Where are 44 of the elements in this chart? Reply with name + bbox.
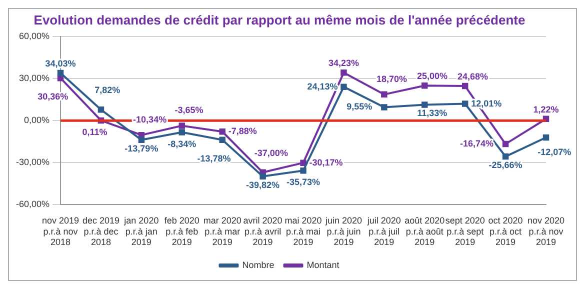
data-label: 1,22% bbox=[533, 104, 559, 114]
x-tick-label: sept 2020 p.r.à sept 2019 bbox=[445, 215, 485, 248]
y-tick-label: 30,00% bbox=[18, 73, 50, 84]
data-label: -37,00% bbox=[254, 148, 288, 158]
x-tick-label: nov 2019 p.r.à nov 2018 bbox=[42, 215, 80, 248]
data-label: 9,55% bbox=[346, 102, 372, 112]
y-tick-label: 0,00% bbox=[24, 115, 50, 126]
x-tick-label: mai 2020 p.r.à mai 2019 bbox=[284, 215, 322, 248]
x-tick-label: août 2020 p.r.à août 2019 bbox=[404, 215, 445, 248]
data-label: -12,07% bbox=[538, 146, 572, 157]
x-tick-label: mar 2020 p.r.à mar 2019 bbox=[203, 215, 242, 248]
data-label: -30,17% bbox=[309, 157, 343, 168]
data-label: 34,23% bbox=[328, 58, 359, 68]
data-label: -13,78% bbox=[197, 153, 231, 164]
data-label: -7,88% bbox=[228, 126, 257, 136]
data-label: -8,34% bbox=[168, 138, 196, 149]
data-label: -3,65% bbox=[174, 105, 204, 116]
data-label: -39,82% bbox=[246, 180, 280, 190]
data-label: -35,73% bbox=[286, 177, 320, 188]
data-label: 30,36% bbox=[38, 92, 68, 102]
data-label: 7,82% bbox=[94, 85, 120, 96]
data-label: -13,79% bbox=[124, 143, 158, 154]
y-tick-label: -60,00% bbox=[16, 199, 50, 210]
x-tick-label: jan 2020 p.r.à jan 2019 bbox=[123, 215, 159, 248]
data-label: 11,33% bbox=[417, 108, 448, 118]
x-tick-label: avril 2020 p.r.à avril 2019 bbox=[243, 215, 282, 248]
legend-label: Nombre bbox=[242, 260, 274, 270]
legend-label: Montant bbox=[306, 260, 340, 270]
chart-title: Evolution demandes de crédit par rapport au même mois de l'année précédente bbox=[34, 12, 526, 28]
data-label: 24,68% bbox=[457, 72, 488, 82]
x-tick-label: juil 2020 p.r.à juil 2019 bbox=[366, 215, 401, 248]
data-label: -25,66% bbox=[488, 160, 522, 170]
data-label: 25,00% bbox=[416, 71, 448, 82]
data-label: 0,11% bbox=[82, 126, 108, 137]
x-tick-label: oct 2020 p.r.à oct 2019 bbox=[488, 215, 523, 248]
x-tick-label: dec 2019 p.r.à dec 2018 bbox=[82, 215, 120, 248]
data-label: -16,74% bbox=[460, 138, 494, 149]
x-tick-label: feb 2020 p.r.à feb 2019 bbox=[164, 215, 200, 248]
x-tick-label: nov 2020 p.r.à nov 2019 bbox=[527, 215, 565, 248]
y-tick-label: 60,00% bbox=[18, 31, 50, 42]
data-label: 34,03% bbox=[45, 58, 76, 68]
y-tick-label: -30,00% bbox=[16, 157, 50, 168]
x-tick-label: juin 2020 p.r.à juin 2019 bbox=[324, 215, 362, 248]
data-label: 18,70% bbox=[376, 74, 408, 84]
